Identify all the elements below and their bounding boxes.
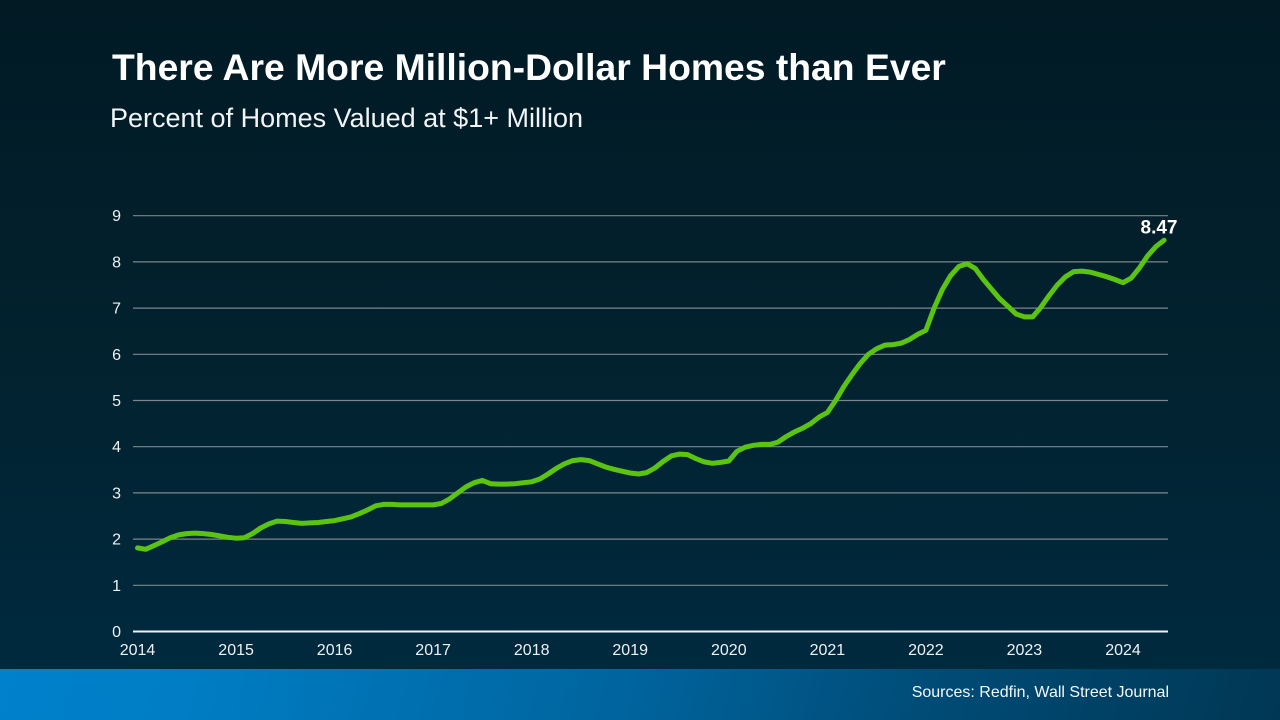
svg-text:2020: 2020: [711, 642, 747, 659]
svg-text:2024: 2024: [1105, 642, 1141, 659]
svg-text:0: 0: [112, 624, 121, 641]
svg-text:1: 1: [112, 578, 121, 595]
svg-text:2014: 2014: [120, 642, 156, 659]
svg-text:6: 6: [112, 347, 121, 364]
svg-text:2016: 2016: [317, 642, 353, 659]
svg-text:9: 9: [112, 208, 121, 225]
svg-text:2022: 2022: [908, 642, 944, 659]
svg-text:5: 5: [112, 393, 121, 410]
svg-text:8: 8: [112, 254, 121, 271]
svg-text:4: 4: [112, 439, 121, 456]
svg-text:2018: 2018: [514, 642, 550, 659]
svg-text:8.47: 8.47: [1141, 217, 1178, 238]
svg-text:2019: 2019: [612, 642, 648, 659]
svg-text:2017: 2017: [415, 642, 451, 659]
svg-text:7: 7: [112, 301, 121, 318]
svg-text:2023: 2023: [1007, 642, 1043, 659]
svg-text:2015: 2015: [218, 642, 254, 659]
svg-text:2021: 2021: [810, 642, 846, 659]
svg-text:3: 3: [112, 485, 121, 502]
svg-text:2: 2: [112, 532, 121, 549]
